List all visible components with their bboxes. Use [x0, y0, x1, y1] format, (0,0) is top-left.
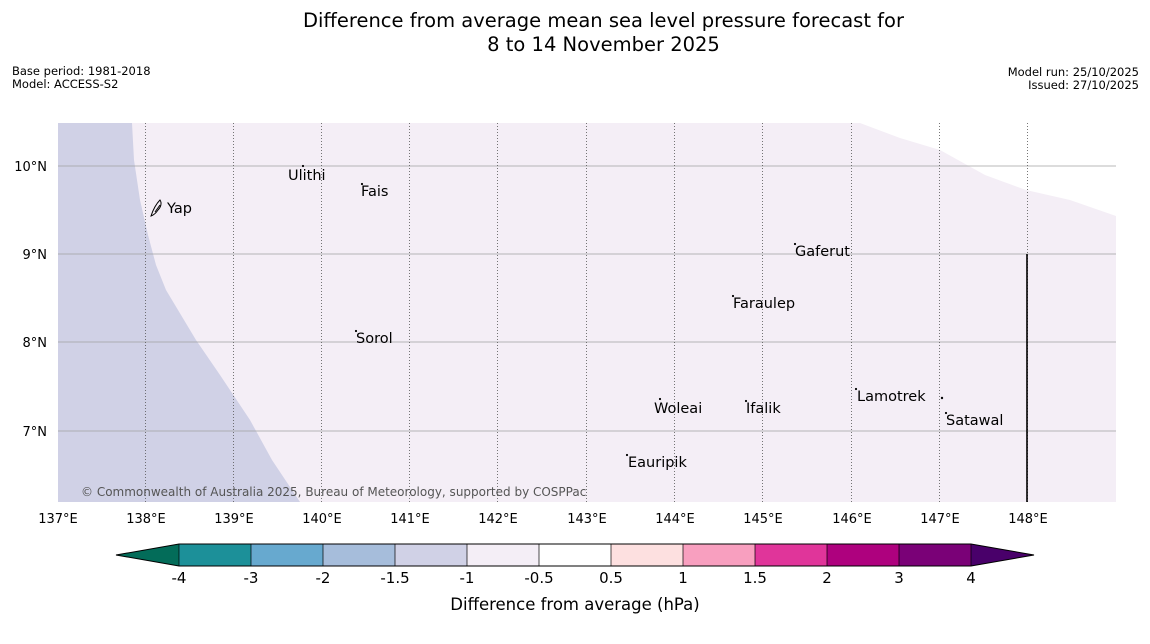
place-label-lamotrek: Lamotrek [857, 389, 926, 405]
colorbar-bin-5 [467, 544, 539, 566]
colorbar-bin-10 [827, 544, 899, 566]
colorbar-tick-10: 2 [822, 569, 832, 587]
ulithi-atoll-mark [301, 164, 305, 168]
lon-label-145e: 145°E [743, 512, 783, 527]
place-label-ifalik: Ifalik [746, 401, 781, 417]
lon-label-138e: 138°E [126, 512, 166, 527]
colorbar-separators [178, 544, 972, 566]
colorbar-bin-11 [899, 544, 971, 566]
lon-label-139e: 139°E [214, 512, 254, 527]
colorbar-tick-11: 3 [894, 569, 904, 587]
meta-right: Model run: 25/10/2025 Issued: 27/10/2025 [1008, 66, 1139, 92]
ifalik-atoll-mark [744, 399, 748, 403]
place-label-ulithi: Ulithi [288, 168, 326, 184]
colorbar-bin-4 [395, 544, 467, 566]
colorbar-bin-2 [251, 544, 323, 566]
lamotrek-atoll-mark [854, 387, 858, 391]
colorbar-bin-1 [179, 544, 251, 566]
place-label-gaferut: Gaferut [795, 244, 850, 260]
place-label-eauripik: Eauripik [628, 455, 687, 471]
meta-left: Base period: 1981-2018 Model: ACCESS-S2 [12, 65, 151, 91]
place-label-yap: Yap [166, 201, 192, 217]
colorbar-tick-8: 1 [678, 569, 688, 587]
place-label-fais: Fais [361, 184, 388, 200]
issued-date: Issued: 27/10/2025 [1028, 78, 1139, 92]
lat-label-7n: 7°N [23, 425, 48, 440]
colorbar: -4 -3 -2 -1.5 -1 -0.5 0.5 1 1.5 2 3 4 Di… [115, 543, 1035, 614]
lon-label-148e: 148°E [1008, 512, 1048, 527]
colorbar-bin-9 [755, 544, 827, 566]
lon-label-144e: 144°E [655, 512, 695, 527]
colorbar-tick-3: -2 [316, 569, 331, 587]
lon-label-140e: 140°E [302, 512, 342, 527]
place-labels: Ulithi Fais Yap Gaferut Faraulep Sorol L… [166, 168, 1003, 471]
yap-island-shape [150, 199, 162, 217]
gaferut-island-mark [793, 242, 797, 246]
title-line-2: 8 to 14 November 2025 [487, 33, 720, 56]
latitude-labels: 10°N 9°N 8°N 7°N [14, 160, 47, 440]
faraulep-atoll-mark [731, 294, 735, 298]
anomaly-fill-lavender [58, 123, 300, 502]
yap-island-detail [154, 204, 161, 213]
colorbar-tick-1: -4 [172, 569, 187, 587]
colorbar-tick-7: 0.5 [599, 569, 623, 587]
lon-label-146e: 146°E [832, 512, 872, 527]
colorbar-tick-2: -3 [244, 569, 259, 587]
colorbar-tick-5: -1 [460, 569, 475, 587]
colorbar-bin-3 [323, 544, 395, 566]
place-label-faraulep: Faraulep [733, 296, 795, 312]
lamotrek-east-islet-mark [940, 396, 944, 400]
map-title: Difference from average mean sea level p… [0, 9, 1150, 57]
lat-label-9n: 9°N [23, 248, 48, 263]
lon-label-147e: 147°E [920, 512, 960, 527]
satawal-island-mark [944, 411, 948, 415]
colorbar-bin-8 [683, 544, 755, 566]
colorbar-ticks: -4 -3 -2 -1.5 -1 -0.5 0.5 1 1.5 2 3 4 [172, 569, 976, 587]
place-label-sorol: Sorol [356, 331, 393, 347]
colorbar-tick-4: -1.5 [380, 569, 409, 587]
longitude-labels: 137°E 138°E 139°E 140°E 141°E 142°E 143°… [38, 512, 1048, 527]
lon-label-143e: 143°E [567, 512, 607, 527]
base-period: Base period: 1981-2018 [12, 64, 151, 78]
place-label-woleai: Woleai [654, 401, 702, 417]
place-label-satawal: Satawal [946, 413, 1003, 429]
copyright-notice: © Commonwealth of Australia 2025, Bureau… [81, 485, 586, 499]
colorbar-extend-low [116, 544, 179, 566]
colorbar-tick-6: -0.5 [524, 569, 553, 587]
fais-island-mark [360, 182, 364, 186]
colorbar-label: Difference from average (hPa) [450, 595, 699, 614]
colorbar-tick-12: 4 [966, 569, 976, 587]
model-run: Model run: 25/10/2025 [1007, 65, 1139, 79]
lon-label-141e: 141°E [390, 512, 430, 527]
sorol-atoll-mark [354, 329, 358, 333]
colorbar-tick-9: 1.5 [743, 569, 767, 587]
lon-label-137e: 137°E [38, 512, 78, 527]
colorbar-extend-high [971, 544, 1034, 566]
lon-label-142e: 142°E [478, 512, 518, 527]
title-line-1: Difference from average mean sea level p… [303, 9, 904, 32]
map-area[interactable]: Ulithi Fais Yap Gaferut Faraulep Sorol L… [58, 123, 1116, 502]
woleai-atoll-mark [658, 397, 662, 401]
island-outlines [150, 164, 948, 457]
anomaly-fill-white [860, 123, 1116, 216]
eauripik-atoll-mark [625, 453, 629, 457]
colorbar-bin-6 [539, 544, 611, 566]
lat-label-10n: 10°N [14, 160, 47, 175]
model-name: Model: ACCESS-S2 [12, 77, 119, 91]
colorbar-bin-7 [611, 544, 683, 566]
lat-label-8n: 8°N [23, 336, 48, 351]
